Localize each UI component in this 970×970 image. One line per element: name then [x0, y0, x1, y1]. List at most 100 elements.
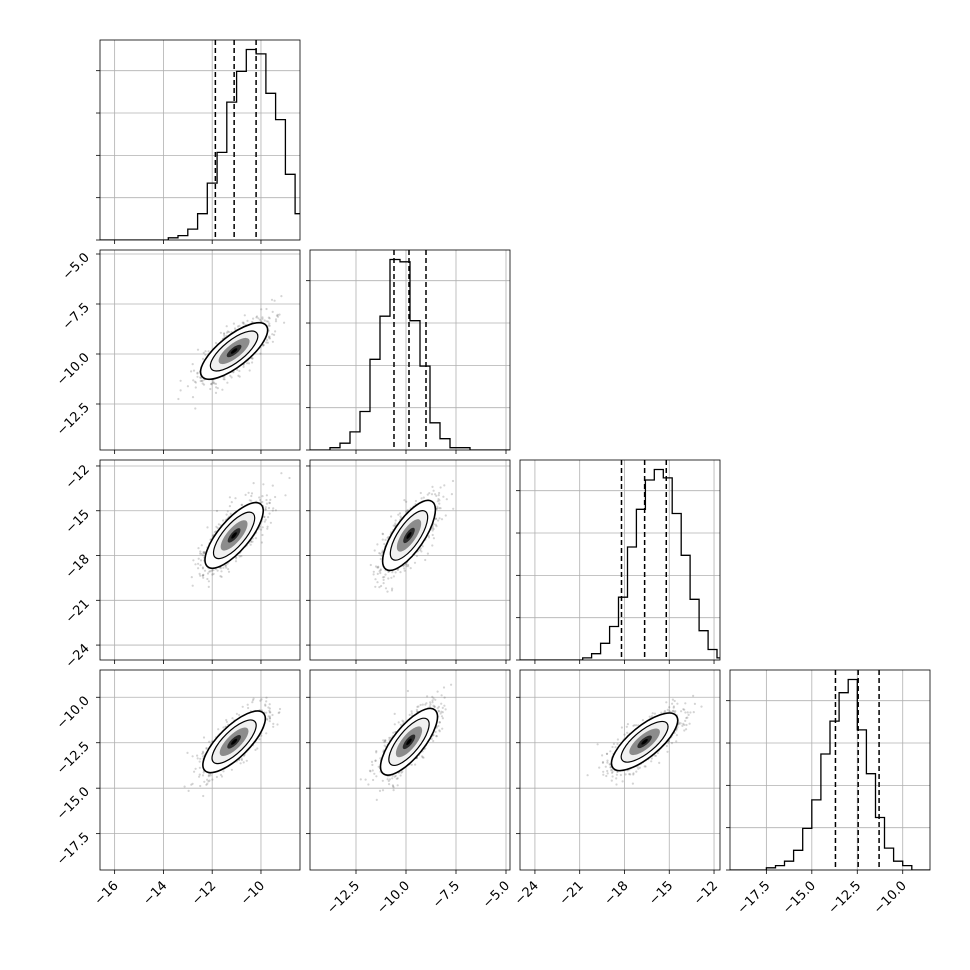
sample-point	[191, 782, 194, 785]
sample-point	[263, 520, 266, 523]
sample-point	[227, 570, 231, 573]
hist-1-frame	[309, 249, 511, 451]
sample-point	[225, 331, 229, 334]
sample-point	[254, 748, 257, 752]
sample-point	[246, 362, 249, 365]
sample-point	[193, 770, 196, 773]
sample-point	[392, 575, 395, 578]
sample-point	[202, 550, 206, 554]
sample-point	[434, 517, 438, 520]
sample-point	[202, 383, 206, 386]
sample-point	[199, 550, 202, 553]
sample-point	[432, 537, 435, 540]
sample-point	[248, 369, 251, 372]
sample-point	[202, 771, 205, 774]
sample-point	[209, 387, 212, 391]
sample-point	[199, 559, 203, 562]
sample-point	[242, 321, 245, 324]
sample-point	[226, 381, 229, 384]
sample-point	[201, 357, 205, 360]
sample-point	[433, 705, 436, 708]
sample-point	[277, 711, 280, 715]
sample-point	[214, 391, 218, 394]
sample-point	[262, 483, 265, 486]
sample-point	[208, 779, 211, 782]
sample-point	[409, 567, 412, 570]
sample-point	[398, 512, 402, 515]
sample-point	[269, 521, 272, 524]
contour-line-0	[199, 321, 269, 381]
sample-point	[205, 746, 208, 750]
sample-point	[254, 537, 258, 540]
sample-point	[265, 320, 268, 323]
sample-point	[202, 736, 206, 739]
sample-point	[198, 775, 201, 778]
hist-0-frame	[99, 39, 301, 241]
sample-point	[407, 565, 410, 568]
sample-point	[215, 775, 218, 779]
sample-point	[280, 295, 283, 298]
sample-point	[264, 506, 267, 509]
sample-point	[196, 372, 199, 375]
sample-point	[251, 540, 254, 543]
sample-point	[260, 528, 263, 531]
sample-point	[444, 514, 447, 517]
sample-point	[437, 498, 440, 501]
sample-point	[439, 486, 442, 489]
sample-point	[372, 778, 375, 782]
sample-point	[438, 502, 441, 505]
sample-point	[441, 717, 444, 720]
sample-point	[207, 775, 210, 778]
sample-point	[206, 778, 209, 781]
sample-point	[244, 493, 247, 496]
sample-point	[405, 500, 408, 503]
sample-point	[196, 371, 199, 374]
sample-point	[432, 527, 435, 531]
sample-point	[224, 564, 227, 568]
sample-point	[220, 570, 223, 573]
sample-point	[434, 523, 437, 526]
sample-point	[265, 711, 268, 714]
sample-point	[223, 332, 226, 335]
sample-point	[206, 577, 209, 581]
sample-point	[239, 762, 242, 765]
sample-point	[262, 344, 265, 347]
sample-point	[434, 517, 437, 521]
sample-point	[260, 698, 263, 701]
sample-point	[250, 494, 253, 498]
sample-point	[194, 407, 197, 410]
sample-point	[375, 798, 378, 802]
scatter-panel-3-0	[99, 669, 301, 871]
sample-point	[383, 542, 386, 546]
sample-point	[431, 533, 434, 537]
sample-point	[434, 493, 437, 496]
sample-point	[438, 721, 441, 724]
sample-point	[179, 379, 182, 382]
sample-point	[265, 341, 268, 344]
sample-point	[255, 315, 259, 318]
sample-point	[229, 512, 232, 516]
sample-point	[268, 709, 271, 712]
sample-point	[386, 778, 389, 781]
sample-point	[260, 308, 263, 311]
panel-31-density	[359, 683, 453, 802]
sample-point	[196, 754, 199, 757]
sample-point	[378, 570, 381, 573]
sample-point	[199, 379, 202, 383]
sample-point	[381, 576, 385, 579]
sample-point	[274, 318, 278, 321]
sample-point	[265, 732, 268, 735]
sample-point	[266, 525, 269, 528]
sample-point	[427, 534, 430, 537]
sample-point	[261, 495, 264, 498]
sample-point	[435, 507, 438, 511]
sample-point	[377, 566, 380, 569]
sample-point	[261, 500, 264, 504]
sample-point	[396, 568, 400, 572]
sample-point	[387, 577, 390, 580]
sample-point	[420, 755, 424, 758]
sample-point	[386, 536, 389, 539]
sample-point	[372, 570, 375, 573]
sample-point	[274, 509, 277, 512]
contour-line-0	[204, 501, 264, 569]
